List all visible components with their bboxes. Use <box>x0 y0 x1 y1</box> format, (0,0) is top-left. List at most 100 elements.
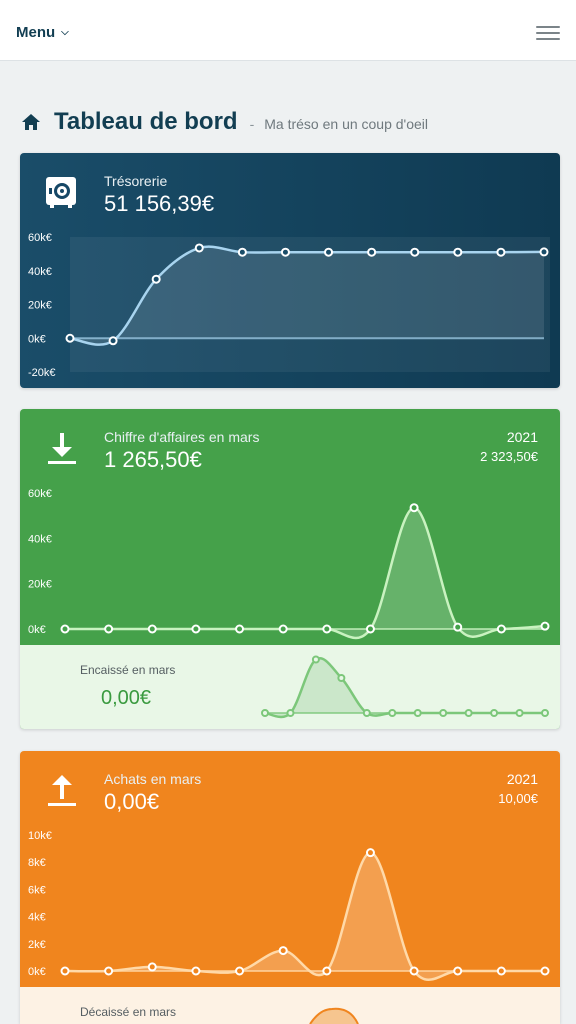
encaisse-panel: Encaissé en mars 0,00€ <box>20 645 560 729</box>
chart-plot-area <box>70 237 550 372</box>
y-tick-label: 0k€ <box>28 624 46 636</box>
series-area <box>65 852 545 980</box>
series-area <box>70 246 544 345</box>
y-tick-label: 60k€ <box>28 488 52 500</box>
y-tick-label: 40k€ <box>28 266 52 278</box>
data-point <box>515 709 524 717</box>
series-line <box>65 506 546 640</box>
tresorerie-value: 51 156,39€ <box>104 191 215 216</box>
y-tick-label: 60k€ <box>28 232 52 244</box>
y-tick-label: 40k€ <box>28 533 52 545</box>
page-subtitle: Ma tréso en un coup d'oeil <box>264 116 429 132</box>
y-tick-label: 20k€ <box>28 300 52 312</box>
data-point <box>337 674 346 682</box>
download-icon <box>48 433 76 464</box>
data-point <box>540 621 550 631</box>
y-tick-label: 4k€ <box>28 912 46 924</box>
data-point <box>235 966 245 976</box>
data-point <box>191 966 201 976</box>
data-point <box>496 966 506 976</box>
series-line <box>64 851 545 981</box>
y-tick-label: 8k€ <box>28 857 46 869</box>
encaisse-value: 0,00€ <box>101 687 152 709</box>
top-bar: Menu ⌵ <box>0 0 576 61</box>
upload-icon <box>48 775 76 806</box>
y-tick-label: 2k€ <box>28 939 46 951</box>
data-point <box>496 247 506 257</box>
y-tick-label: 6k€ <box>28 884 46 896</box>
data-point <box>365 848 375 858</box>
menu-dropdown-button[interactable]: Menu ⌵ <box>16 24 69 41</box>
tresorerie-label: Trésorerie <box>104 173 168 189</box>
y-tick-label: 0k€ <box>28 333 46 345</box>
safe-icon <box>46 177 76 208</box>
tresorerie-chart: 60k€ 40k€ 20k€ 0k€ -20k€ <box>28 232 550 379</box>
menu-label: Menu <box>16 24 56 41</box>
data-point <box>311 655 320 664</box>
data-point <box>261 709 269 717</box>
chiffre-affaires-card[interactable]: Chiffre d'affaires en mars 1 265,50€ 202… <box>20 409 560 729</box>
data-point <box>413 709 422 717</box>
chiffre-affaires-previous-value: 2 323,50€ <box>480 449 538 464</box>
data-point <box>280 247 290 257</box>
data-point <box>147 624 157 634</box>
chevron-down-icon: ⌵ <box>61 27 69 38</box>
data-point <box>453 966 463 976</box>
data-point <box>539 247 549 257</box>
data-point <box>278 624 288 634</box>
data-point <box>235 624 245 634</box>
data-point <box>104 624 114 634</box>
data-point <box>388 709 397 717</box>
chiffre-affaires-chart: 60k€ 40k€ 20k€ 0k€ <box>28 488 550 640</box>
y-tick-label: -20k€ <box>28 367 56 379</box>
achats-previous-value: 10,00€ <box>498 791 538 806</box>
title-separator: - <box>249 116 255 132</box>
data-point <box>194 243 204 253</box>
data-point <box>453 622 463 632</box>
chiffre-affaires-value: 1 265,50€ <box>104 447 202 472</box>
chiffre-affaires-year: 2021 <box>506 429 538 445</box>
decaisse-panel: Décaissé en mars <box>20 987 560 1024</box>
page-header: Tableau de bord - Ma tréso en un coup d'… <box>20 104 428 140</box>
data-point <box>60 624 70 634</box>
chiffre-affaires-label: Chiffre d'affaires en mars <box>104 429 260 445</box>
encaisse-chart <box>261 655 549 719</box>
y-tick-label: 20k€ <box>28 579 52 591</box>
data-point <box>108 336 118 346</box>
data-point <box>191 624 201 634</box>
encaisse-label: Encaissé en mars <box>80 663 176 677</box>
data-point <box>453 247 463 257</box>
data-point <box>367 247 377 257</box>
data-point <box>439 709 448 717</box>
data-point <box>147 962 157 972</box>
data-point <box>104 966 114 976</box>
data-point <box>409 503 419 513</box>
data-point <box>362 709 371 717</box>
achats-value: 0,00€ <box>104 789 160 814</box>
data-point <box>65 333 75 343</box>
page-title: Tableau de bord <box>54 108 238 135</box>
tresorerie-card[interactable]: Trésorerie 51 156,39€ 60k€ 40k€ 20k€ 0k€ -20… <box>20 153 560 388</box>
achats-card[interactable]: Achats en mars 0,00€ 2021 10,00€ 10k€ 8k€… <box>20 751 560 1024</box>
data-point <box>324 247 334 257</box>
data-point <box>409 966 419 976</box>
decaisse-chart <box>309 1007 359 1024</box>
data-point <box>60 966 70 976</box>
data-point <box>541 709 549 717</box>
data-point <box>322 966 332 976</box>
data-point <box>540 966 550 976</box>
achats-year: 2021 <box>506 771 538 787</box>
data-point <box>151 274 161 284</box>
achats-label: Achats en mars <box>104 771 202 787</box>
data-point <box>322 624 332 634</box>
achats-chart: 10k€ 8k€ 6k€ 4k€ 2k€ 0k€ <box>28 830 550 981</box>
data-point <box>365 624 375 634</box>
data-point <box>237 247 247 257</box>
hamburger-menu-icon[interactable] <box>536 26 560 42</box>
y-tick-label: 0k€ <box>28 966 46 978</box>
data-point <box>410 247 420 257</box>
y-tick-label: 10k€ <box>28 830 52 842</box>
data-point <box>286 709 295 717</box>
data-point <box>464 709 473 717</box>
home-icon <box>22 114 40 130</box>
